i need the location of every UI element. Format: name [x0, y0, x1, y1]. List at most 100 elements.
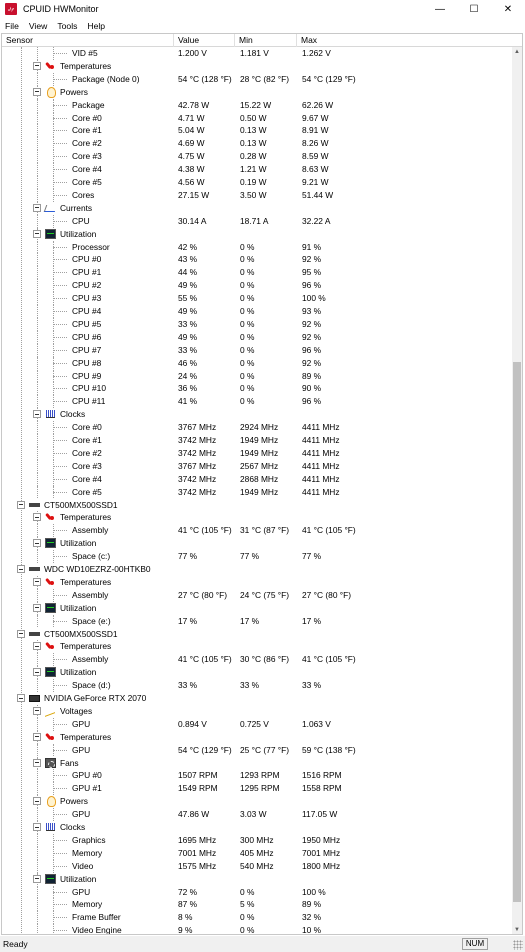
collapse-toggle-icon[interactable] [33, 758, 41, 767]
column-min[interactable]: Min [235, 34, 297, 47]
sensor-row[interactable]: Space (d:) 33 % 33 % 33 % [2, 679, 512, 692]
sensor-row[interactable]: Assembly 27 °C (80 °F) 24 °C (75 °F) 27 °C … [2, 588, 512, 602]
collapse-toggle-icon[interactable] [33, 577, 41, 586]
vertical-scrollbar[interactable]: ▲ ▼ [512, 47, 522, 934]
sensor-row[interactable]: Assembly 41 °C (105 °F) 31 °C (87 °F) 41 °C… [2, 524, 512, 538]
minimize-button[interactable]: — [435, 3, 445, 15]
sensor-row[interactable]: Video Engine 9 % 0 % 10 % [2, 924, 512, 934]
sensor-row[interactable]: CPU #8 46 % 0 % 92 % [2, 356, 512, 370]
maximize-button[interactable]: ☐ [469, 3, 479, 15]
collapse-toggle-icon[interactable] [33, 603, 41, 612]
resize-grip-icon[interactable] [513, 940, 523, 950]
sensor-group-row[interactable]: Utilization [2, 537, 512, 551]
column-max[interactable]: Max [301, 35, 318, 45]
collapse-toggle-icon[interactable] [33, 668, 41, 677]
device-row[interactable]: CT500MX500SSD1 [2, 628, 512, 641]
sensor-row[interactable]: Core #4 3742 MHz 2868 MHz 4411 MHz [2, 472, 512, 486]
sensor-row[interactable]: Assembly 41 °C (105 °F) 30 °C (86 °F) 41 °C… [2, 653, 512, 667]
collapse-toggle-icon[interactable] [33, 874, 41, 883]
sensor-group-row[interactable]: Clocks [2, 408, 512, 422]
collapse-toggle-icon[interactable] [33, 642, 41, 651]
sensor-row[interactable]: Space (c:) 77 % 77 % 77 % [2, 550, 512, 563]
collapse-toggle-icon[interactable] [33, 410, 41, 419]
sensor-row[interactable]: GPU 54 °C (129 °F) 25 °C (77 °F) 59 °C (138… [2, 743, 512, 757]
sensor-row[interactable]: Core #2 3742 MHz 1949 MHz 4411 MHz [2, 446, 512, 460]
sensor-group-row[interactable]: Utilization [2, 227, 512, 241]
sensor-row[interactable]: Core #1 3742 MHz 1949 MHz 4411 MHz [2, 434, 512, 447]
sensor-row[interactable]: GPU #1 1549 RPM 1295 RPM 1558 RPM [2, 782, 512, 796]
sensor-row[interactable]: Processor 42 % 0 % 91 % [2, 240, 512, 254]
sensor-row[interactable]: Core #2 4.69 W 0.13 W 8.26 W [2, 137, 512, 151]
sensor-group-row[interactable]: Utilization [2, 666, 512, 680]
collapse-toggle-icon[interactable] [17, 500, 25, 509]
sensor-row[interactable]: Package 42.78 W 15.22 W 62.26 W [2, 98, 512, 112]
sensor-group-row[interactable]: Clocks [2, 821, 512, 834]
menu-view[interactable]: View [28, 20, 48, 31]
sensor-row[interactable]: Video 1575 MHz 540 MHz 1800 MHz [2, 859, 512, 873]
sensor-row[interactable]: Core #0 4.71 W 0.50 W 9.67 W [2, 111, 512, 125]
sensor-row[interactable]: Memory 87 % 5 % 89 % [2, 898, 512, 912]
sensor-group-row[interactable]: Powers [2, 795, 512, 809]
menu-tools[interactable]: Tools [57, 20, 78, 31]
sensor-row[interactable]: CPU #11 41 % 0 % 96 % [2, 395, 512, 409]
sensor-row[interactable]: Core #5 3742 MHz 1949 MHz 4411 MHz [2, 485, 512, 499]
sensor-row[interactable]: CPU #6 49 % 0 % 92 % [2, 330, 512, 344]
sensor-group-row[interactable]: Powers [2, 85, 512, 99]
sensor-row[interactable]: Core #4 4.38 W 1.21 W 8.63 W [2, 163, 512, 176]
menu-help[interactable]: Help [87, 20, 106, 31]
sensor-group-row[interactable]: Temperatures [2, 59, 512, 73]
collapse-toggle-icon[interactable] [17, 694, 25, 702]
collapse-toggle-icon[interactable] [33, 87, 41, 96]
collapse-toggle-icon[interactable] [33, 61, 41, 70]
sensor-group-row[interactable]: Temperatures [2, 511, 512, 525]
sensor-row[interactable]: Frame Buffer 8 % 0 % 32 % [2, 911, 512, 925]
sensor-group-row[interactable]: Utilization [2, 872, 512, 886]
device-row[interactable]: WDC WD10EZRZ-00HTKB0 [2, 563, 512, 576]
column-sensor[interactable]: Sensor [2, 34, 174, 47]
sensor-row[interactable]: CPU 30.14 A 18.71 A 32.22 A [2, 214, 512, 228]
collapse-toggle-icon[interactable] [33, 823, 41, 831]
sensor-row[interactable]: GPU 0.894 V 0.725 V 1.063 V [2, 717, 512, 731]
collapse-toggle-icon[interactable] [33, 229, 41, 238]
sensor-row[interactable]: Core #3 3767 MHz 2567 MHz 4411 MHz [2, 459, 512, 473]
collapse-toggle-icon[interactable] [33, 539, 41, 548]
scroll-down-arrow-icon[interactable]: ▼ [514, 927, 520, 933]
collapse-toggle-icon[interactable] [33, 797, 41, 806]
sensor-row[interactable]: GPU #0 1507 RPM 1293 RPM 1516 RPM [2, 769, 512, 783]
sensor-row[interactable]: GPU 72 % 0 % 100 % [2, 885, 512, 899]
sensor-row[interactable]: VID #5 1.200 V 1.181 V 1.262 V [2, 47, 512, 60]
sensor-row[interactable]: Package (Node 0) 54 °C (128 °F) 28 °C (82 … [2, 72, 512, 86]
sensor-group-row[interactable]: Utilization [2, 601, 512, 615]
sensor-row[interactable]: CPU #4 49 % 0 % 93 % [2, 305, 512, 318]
sensor-row[interactable]: Cores 27.15 W 3.50 W 51.44 W [2, 188, 512, 202]
sensor-row[interactable]: CPU #10 36 % 0 % 90 % [2, 382, 512, 396]
sensor-row[interactable]: CPU #7 33 % 0 % 96 % [2, 343, 512, 357]
sensor-row[interactable]: CPU #9 24 % 0 % 89 % [2, 369, 512, 383]
sensor-row[interactable]: Core #1 5.04 W 0.13 W 8.91 W [2, 124, 512, 138]
sensor-row[interactable]: Space (e:) 17 % 17 % 17 % [2, 614, 512, 628]
scroll-thumb[interactable] [513, 362, 521, 902]
sensor-row[interactable]: GPU 47.86 W 3.03 W 117.05 W [2, 808, 512, 821]
collapse-toggle-icon[interactable] [33, 732, 41, 741]
sensor-row[interactable]: CPU #2 49 % 0 % 96 % [2, 279, 512, 293]
sensor-row[interactable]: CPU #3 55 % 0 % 100 % [2, 292, 512, 305]
sensor-group-row[interactable]: Temperatures [2, 730, 512, 744]
collapse-toggle-icon[interactable] [33, 203, 41, 212]
collapse-toggle-icon[interactable] [33, 513, 41, 522]
collapse-toggle-icon[interactable] [33, 706, 41, 715]
sensor-row[interactable]: Memory 7001 MHz 405 MHz 7001 MHz [2, 846, 512, 860]
sensor-row[interactable]: Graphics 1695 MHz 300 MHz 1950 MHz [2, 833, 512, 847]
sensor-group-row[interactable]: Fans [2, 756, 512, 770]
column-value[interactable]: Value [174, 34, 235, 47]
device-row[interactable]: NVIDIA GeForce RTX 2070 [2, 692, 512, 705]
device-row[interactable]: CT500MX500SSD1 [2, 499, 512, 512]
sensor-group-row[interactable]: Currents [2, 201, 512, 215]
sensor-row[interactable]: CPU #1 44 % 0 % 95 % [2, 266, 512, 280]
sensor-row[interactable]: CPU #0 43 % 0 % 92 % [2, 253, 512, 267]
collapse-toggle-icon[interactable] [17, 629, 25, 638]
sensor-row[interactable]: Core #0 3767 MHz 2924 MHz 4411 MHz [2, 421, 512, 434]
sensor-group-row[interactable]: Temperatures [2, 640, 512, 654]
sensor-tree-table[interactable]: Sensor Value Min Max VID #5 1.200 V 1.181 … [1, 33, 523, 935]
close-button[interactable]: ✕ [503, 3, 513, 15]
sensor-row[interactable]: Core #3 4.75 W 0.28 W 8.59 W [2, 150, 512, 164]
